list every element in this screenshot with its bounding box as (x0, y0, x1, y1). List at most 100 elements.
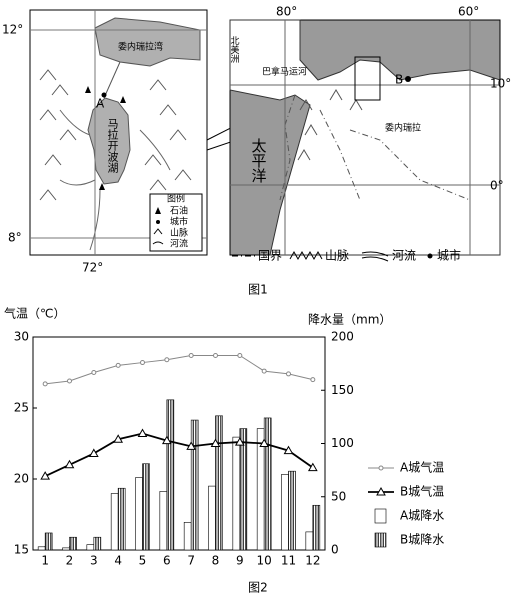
city-dot (405, 76, 411, 82)
gulf-label: 委内瑞拉湾 (118, 41, 163, 53)
bar (208, 485, 216, 551)
marker (115, 362, 121, 368)
x-tick-label: 4 (114, 554, 122, 568)
marker (261, 368, 267, 374)
marker (310, 377, 316, 383)
marker (186, 441, 197, 450)
marker (286, 371, 291, 377)
marker (237, 352, 243, 358)
land (229, 19, 501, 256)
legend-symbol (155, 207, 161, 214)
x-tick-label: 1 (41, 554, 49, 568)
x-tick-label: 3 (90, 554, 98, 568)
legend-label: 城市 (170, 216, 188, 228)
legend-symbol (153, 228, 163, 235)
mountains (39, 69, 192, 201)
mountains (297, 89, 363, 161)
y2-axis-title: 降水量（mm） (308, 313, 391, 327)
legend-label: 山脉 (170, 227, 188, 239)
marker (307, 462, 318, 472)
marker (88, 448, 99, 457)
y-tick-label: 25 (14, 401, 29, 415)
marker (234, 437, 245, 446)
marker (283, 445, 294, 455)
x-tick-label: 7 (187, 554, 195, 568)
legend-marker (378, 465, 384, 471)
figure-caption: 图2 (248, 581, 268, 595)
bar (117, 487, 126, 551)
marker (67, 378, 72, 384)
y-tick-label: 15 (14, 543, 29, 557)
line (44, 432, 314, 477)
legend-label: 河流 (392, 249, 416, 263)
marker (188, 352, 194, 358)
marker (113, 434, 124, 443)
bar (190, 419, 199, 551)
legend-symbol (289, 250, 323, 261)
legend-symbol (361, 251, 389, 257)
marker (91, 370, 97, 375)
legend-symbol (361, 256, 389, 262)
bar (135, 477, 143, 551)
y2-tick-label: 150 (331, 383, 354, 397)
legend-label: 山脉 (325, 248, 349, 263)
legend-label: 城市 (437, 248, 461, 263)
y2-tick-label: 50 (331, 489, 346, 503)
marker (161, 435, 172, 445)
left-map: 12° 8° 72° 委内瑞拉湾 A 马拉开波湖 图例 石油 城市 山脉 河流 (2, 9, 208, 275)
legend-label: A城降水 (400, 509, 444, 523)
bar (166, 399, 175, 551)
city-label: B (395, 73, 403, 87)
lon-label: 80° (276, 5, 297, 19)
bar (312, 504, 321, 551)
city-label: A (96, 97, 105, 111)
map-legend: 国界 山脉 河流 城市 (232, 248, 461, 263)
bar (142, 463, 150, 551)
bar (159, 491, 168, 551)
marker (259, 438, 270, 447)
legend-symbol (152, 241, 164, 245)
x-tick-label: 11 (281, 554, 296, 568)
bar (215, 415, 223, 551)
bar (62, 547, 70, 551)
y-axis-title: 气温（℃） (4, 306, 65, 321)
legend-symbol (156, 220, 160, 224)
marker (137, 428, 148, 438)
bar (44, 532, 53, 551)
lat-label: 8° (8, 231, 22, 245)
x-tick-label: 5 (139, 554, 147, 568)
canal-label: 巴拿马运河 (262, 66, 307, 78)
x-tick-label: 12 (305, 554, 320, 568)
legend-label: B城气温 (400, 484, 444, 499)
right-map: 80° 60° 10° 0° 北美洲 巴拿马运河 B 太平洋 委内瑞拉 (229, 5, 511, 256)
bar (86, 544, 95, 551)
bar (239, 428, 248, 551)
city-dot (101, 92, 107, 98)
legend-label: 国界 (258, 249, 282, 263)
legend-title: 图例 (167, 193, 185, 205)
legend-swatch (374, 508, 387, 524)
marker (213, 352, 218, 358)
line (45, 354, 313, 385)
y-tick-label: 20 (14, 472, 29, 486)
bar (305, 531, 314, 551)
x-tick-label: 9 (236, 554, 244, 568)
lon-label: 72° (82, 261, 103, 275)
x-tick-label: 8 (212, 554, 220, 568)
lat-label: 12° (2, 23, 23, 37)
bar (37, 546, 46, 551)
x-tick-label: 10 (257, 554, 272, 568)
legend-label: 石油 (170, 205, 188, 217)
bar (232, 436, 241, 551)
marker (140, 360, 145, 366)
y2-tick-label: 200 (331, 330, 354, 344)
x-tick-label: 6 (163, 554, 171, 568)
bar (93, 536, 102, 551)
y2-tick-label: 100 (331, 436, 354, 450)
bar (288, 470, 296, 551)
legend-label: A城气温 (400, 460, 444, 475)
bar (263, 417, 272, 551)
lat-label: 0° (490, 179, 504, 193)
